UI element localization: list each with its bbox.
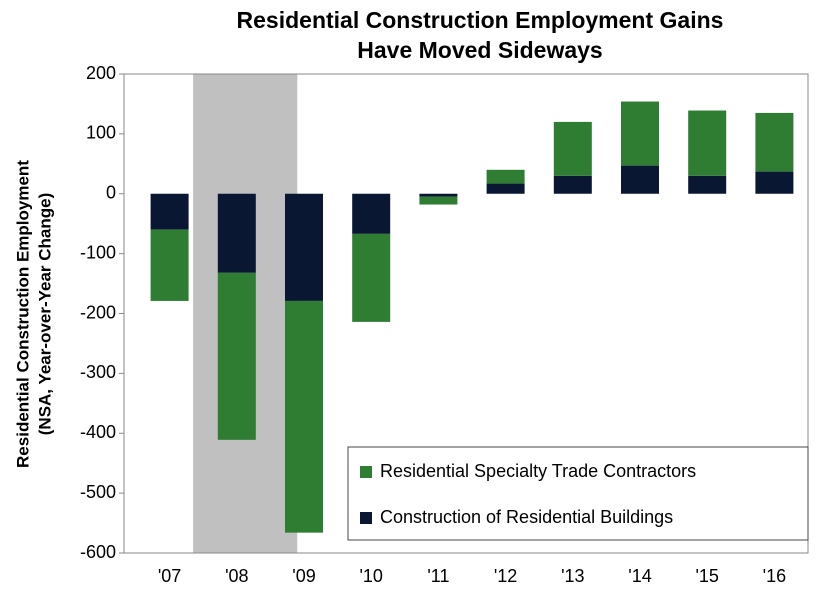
y-tick-label: -100 [80, 242, 116, 262]
chart-title: Have Moved Sideways [357, 37, 602, 63]
bar-segment [755, 171, 794, 194]
bar-segment [621, 165, 659, 194]
bar-segment [150, 193, 189, 230]
legend-swatch [360, 466, 372, 478]
bar-segment [486, 183, 525, 194]
chart-title: Residential Construction Employment Gain… [237, 7, 724, 33]
legend-box [347, 446, 809, 541]
y-tick-label: 0 [106, 183, 116, 203]
y-tick-label: -400 [80, 422, 116, 442]
legend-swatch [360, 512, 372, 524]
x-tick-label: '10 [359, 566, 382, 586]
bar-segment [486, 169, 525, 184]
bar-segment [688, 110, 727, 176]
bar-segment [621, 101, 659, 166]
x-tick-label: '08 [225, 566, 248, 586]
bar-segment [150, 229, 189, 301]
x-tick-label: '09 [292, 566, 315, 586]
bar-segment [217, 272, 256, 440]
bar-segment [688, 175, 727, 194]
bar-segment [352, 233, 391, 322]
legend-label: Construction of Residential Buildings [380, 507, 673, 527]
bar-segment [553, 175, 592, 194]
y-axis-title: (NSA, Year-over-Year Change) [35, 193, 54, 436]
bar-segment [755, 112, 794, 172]
y-tick-label: 200 [86, 63, 116, 83]
bar-segment [217, 193, 256, 273]
bar-segment [285, 300, 323, 533]
bar-segment [419, 193, 458, 197]
x-tick-label: '07 [158, 566, 181, 586]
y-tick-label: -600 [80, 542, 116, 562]
bar-segment [352, 193, 391, 234]
y-tick-label: -500 [80, 482, 116, 502]
x-tick-label: '15 [695, 566, 718, 586]
x-tick-label: '13 [561, 566, 584, 586]
x-tick-label: '14 [628, 566, 651, 586]
bar-segment [419, 196, 458, 205]
y-tick-label: -200 [80, 302, 116, 322]
x-tick-label: '12 [494, 566, 517, 586]
x-tick-label: '16 [763, 566, 786, 586]
bar-segment [285, 193, 323, 301]
legend-label: Residential Specialty Trade Contractors [380, 461, 696, 481]
x-tick-label: '11 [427, 566, 449, 586]
bar-segment [553, 121, 592, 176]
y-tick-label: 100 [86, 123, 116, 143]
y-axis-title: Residential Construction Employment [13, 160, 32, 468]
y-tick-label: -300 [80, 362, 116, 382]
